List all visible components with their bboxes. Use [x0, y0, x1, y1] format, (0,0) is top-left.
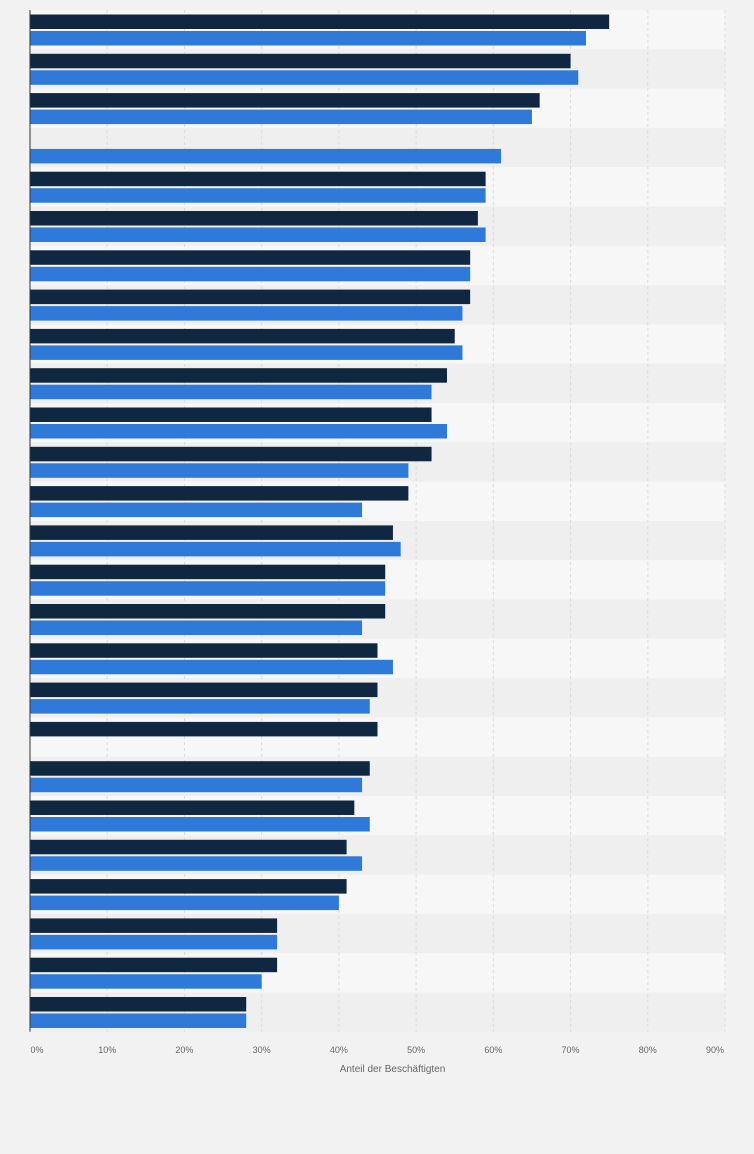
- bar-series-2[interactable]: [30, 384, 432, 400]
- bar-series-1[interactable]: [30, 289, 471, 305]
- bar-series-2[interactable]: [30, 699, 370, 714]
- bar-series-2[interactable]: [30, 659, 393, 675]
- bar-series-1[interactable]: [30, 957, 278, 973]
- bar-series-2[interactable]: [30, 109, 532, 125]
- bar-series-1[interactable]: [30, 997, 247, 1012]
- bar-series-1[interactable]: [30, 211, 478, 226]
- bar-series-1[interactable]: [30, 53, 571, 69]
- bar-series-1[interactable]: [30, 682, 378, 698]
- x-tick-label: 0%: [30, 1045, 43, 1055]
- bar-series-1[interactable]: [30, 368, 447, 383]
- bar-series-1[interactable]: [30, 761, 370, 776]
- x-axis-title: Anteil der Beschäftigten: [340, 1064, 446, 1075]
- x-tick-label: 20%: [175, 1045, 193, 1055]
- bar-series-1[interactable]: [30, 407, 432, 423]
- bar-series-2[interactable]: [30, 463, 409, 478]
- x-tick-label: 30%: [253, 1045, 271, 1055]
- bar-series-2[interactable]: [30, 502, 363, 518]
- bar-series-2[interactable]: [30, 227, 486, 243]
- bar-series-1[interactable]: [30, 93, 540, 108]
- bar-series-2[interactable]: [30, 934, 278, 950]
- bar-series-1[interactable]: [30, 721, 378, 737]
- x-tick-label: 10%: [98, 1045, 116, 1055]
- bar-series-2[interactable]: [30, 817, 370, 832]
- bar-series-1[interactable]: [30, 564, 386, 580]
- bar-series-1[interactable]: [30, 328, 455, 344]
- bar-series-1[interactable]: [30, 525, 393, 540]
- x-tick-label: 90%: [706, 1045, 724, 1055]
- bar-series-2[interactable]: [30, 895, 339, 911]
- x-tick-label: 50%: [407, 1045, 425, 1055]
- bar-series-1[interactable]: [30, 839, 347, 855]
- bar-series-1[interactable]: [30, 171, 486, 187]
- bar-series-1[interactable]: [30, 800, 355, 816]
- bar-series-2[interactable]: [30, 345, 463, 360]
- bar-series-2[interactable]: [30, 266, 471, 282]
- bar-series-2[interactable]: [30, 777, 363, 793]
- bar-series-2[interactable]: [30, 148, 502, 164]
- bar-series-2[interactable]: [30, 70, 579, 85]
- bar-series-2[interactable]: [30, 31, 586, 46]
- bar-series-2[interactable]: [30, 1013, 247, 1029]
- x-tick-label: 40%: [330, 1045, 348, 1055]
- x-tick-label: 70%: [562, 1045, 580, 1055]
- bar-series-1[interactable]: [30, 879, 347, 894]
- bar-series-2[interactable]: [30, 974, 262, 989]
- bar-series-1[interactable]: [30, 14, 610, 30]
- bar-series-2[interactable]: [30, 306, 463, 321]
- bar-series-1[interactable]: [30, 604, 386, 619]
- x-axis-ticks: 0% 10% 20% 30% 40% 50% 60% 70% 80% 90%: [30, 1045, 724, 1055]
- bar-series-1[interactable]: [30, 446, 432, 462]
- bar-series-2[interactable]: [30, 424, 447, 439]
- bar-series-1[interactable]: [30, 486, 409, 501]
- bar-series-2[interactable]: [30, 188, 486, 203]
- bar-series-1[interactable]: [30, 250, 471, 265]
- x-tick-label: 80%: [639, 1045, 657, 1055]
- bar-series-2[interactable]: [30, 620, 363, 636]
- bar-series-1[interactable]: [30, 918, 278, 933]
- bar-series-2[interactable]: [30, 856, 363, 871]
- x-tick-label: 60%: [484, 1045, 502, 1055]
- bar-series-1[interactable]: [30, 643, 378, 658]
- bar-series-2[interactable]: [30, 541, 401, 557]
- bar-group: [30, 14, 610, 1029]
- bar-series-2[interactable]: [30, 581, 386, 596]
